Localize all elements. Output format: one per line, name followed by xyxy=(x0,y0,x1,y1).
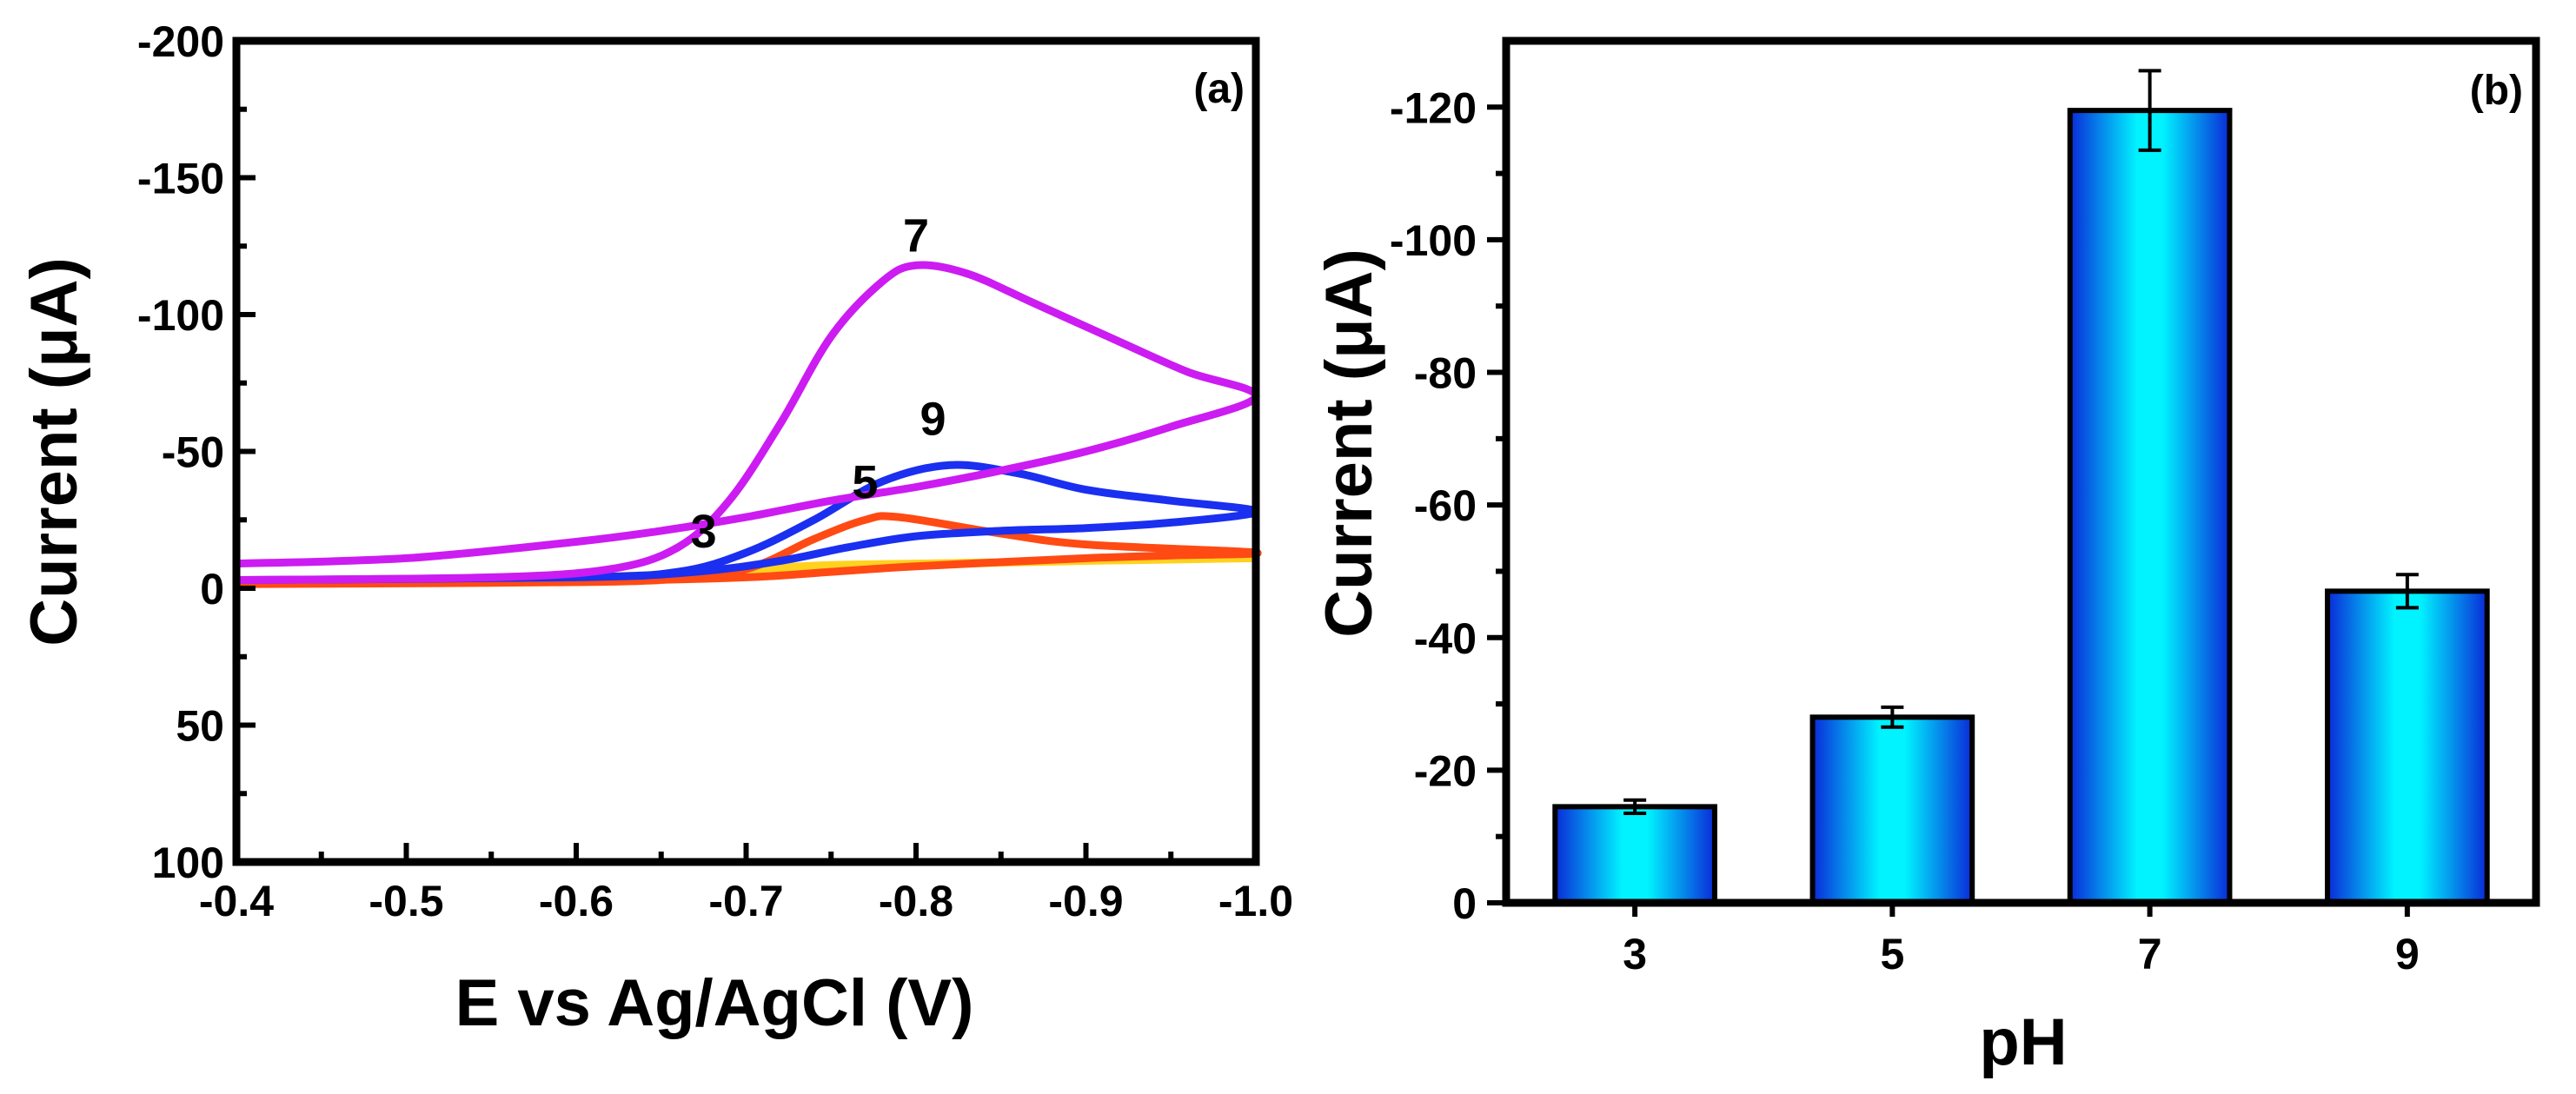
cv-curve-ph-5 xyxy=(232,512,1262,588)
bar-ph-9 xyxy=(2325,588,2490,905)
x-tick-label: -0.6 xyxy=(539,877,614,925)
panel-a-y-axis-title: Current (μA) xyxy=(17,257,91,646)
x-tick-label: -0.4 xyxy=(199,877,274,925)
x-tick-label: -0.8 xyxy=(879,877,953,925)
bar-ph-7 xyxy=(2067,108,2233,906)
panel-a-curves xyxy=(232,261,1262,588)
panel-b-bars xyxy=(1552,69,2490,906)
x-tick-label: -0.5 xyxy=(368,877,443,925)
y-tick-label: -100 xyxy=(137,291,224,340)
panel-b-x-axis: 3 5 7 9 xyxy=(1623,903,2420,978)
curve-label-ph-7: 7 xyxy=(903,210,929,262)
y-tick-label: -80 xyxy=(1414,349,1477,398)
cv-curve-ph-9 xyxy=(232,461,1260,584)
x-tick-label-ph-3: 3 xyxy=(1623,930,1647,978)
x-tick-label-ph-5: 5 xyxy=(1880,930,1904,978)
x-tick-label-ph-9: 9 xyxy=(2395,930,2420,978)
panel-a-curve-labels: 3 59 7 xyxy=(691,210,946,558)
panel-a-label: (a) xyxy=(1193,66,1245,112)
y-tick-label: -20 xyxy=(1414,746,1477,795)
y-tick-label: -40 xyxy=(1414,614,1477,663)
panel-a-y-axis: -200 -150 -100 -50 0 50 100 xyxy=(137,17,256,887)
panel-b-frame xyxy=(1502,36,2540,907)
x-tick-label: -1.0 xyxy=(1218,877,1293,925)
y-tick-label: -120 xyxy=(1390,83,1477,132)
y-tick-label: 0 xyxy=(200,565,224,613)
y-tick-label: -60 xyxy=(1414,481,1477,530)
panel-b-y-axis-title: Current (μA) xyxy=(1312,249,1386,638)
y-tick-label: 0 xyxy=(1452,879,1477,928)
bar-ph-3 xyxy=(1552,804,1717,905)
panel-a-frame xyxy=(232,36,1260,866)
x-tick-label: -0.7 xyxy=(708,877,783,925)
panel-b-y-axis: 0 -20 -40 -60 -80 -100 -120 xyxy=(1390,83,1506,928)
y-tick-label: 100 xyxy=(152,839,224,887)
y-tick-label: -100 xyxy=(1390,216,1477,265)
x-tick-label: -0.9 xyxy=(1048,877,1123,925)
x-tick-label-ph-7: 7 xyxy=(2138,930,2162,978)
cv-curve-ph-7 xyxy=(232,261,1260,584)
panel-b-x-axis-title: pH xyxy=(1979,1005,2067,1079)
y-tick-label: -200 xyxy=(137,17,224,66)
curve-label-ph-3: 3 xyxy=(691,506,717,558)
panel-a-x-axis-title: E vs Ag/AgCl (V) xyxy=(455,966,974,1040)
y-tick-label: 50 xyxy=(176,702,224,751)
panel-b-bar-chart: 0 -20 -40 -60 -80 -100 -120 3 5 7 9 (b) pH Curren… xyxy=(1312,36,2540,1079)
panel-a-x-axis: -0.4 -0.5 -0.6 -0.7 -0.8 -0.9 -1.0 xyxy=(199,843,1293,925)
curve-label-ph-9: 9 xyxy=(920,394,946,446)
y-tick-label: -150 xyxy=(137,155,224,203)
y-tick-label: -50 xyxy=(162,428,224,477)
panel-a-cv-chart: -0.4 -0.5 -0.6 -0.7 -0.8 -0.9 -1.0 -200 -150 -10… xyxy=(17,17,1293,1040)
panel-b-label: (b) xyxy=(2470,68,2523,114)
curve-label-ph-5: 5 xyxy=(852,456,878,508)
bar-ph-5 xyxy=(1809,714,1975,905)
